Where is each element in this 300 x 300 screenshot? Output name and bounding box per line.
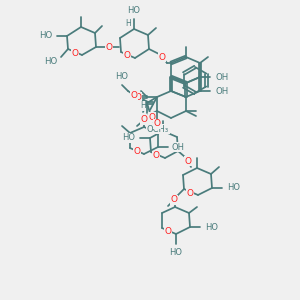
Text: O: O — [124, 52, 130, 61]
Text: H: H — [125, 20, 131, 28]
Text: O: O — [154, 119, 160, 128]
Text: HO: HO — [169, 248, 182, 257]
Text: O: O — [158, 52, 166, 62]
Text: OCH₃: OCH₃ — [147, 124, 169, 134]
Text: HO: HO — [227, 184, 240, 193]
Text: O: O — [134, 92, 142, 101]
Text: HO: HO — [44, 56, 57, 65]
Text: O: O — [164, 226, 172, 236]
Text: H: H — [140, 101, 146, 110]
Text: O: O — [187, 188, 194, 197]
Text: O: O — [184, 157, 191, 166]
Text: O: O — [130, 91, 137, 100]
Text: HO: HO — [128, 6, 140, 15]
Text: OH: OH — [172, 142, 185, 152]
Text: O: O — [148, 112, 155, 122]
Text: HO: HO — [39, 32, 52, 40]
Text: O: O — [134, 148, 140, 157]
Text: O: O — [140, 116, 148, 124]
Text: HO: HO — [116, 72, 128, 81]
Text: OH: OH — [215, 86, 228, 95]
Text: OH: OH — [215, 73, 228, 82]
Text: HO: HO — [122, 134, 135, 142]
Text: O: O — [170, 196, 178, 205]
Text: O: O — [106, 43, 112, 52]
Text: O: O — [152, 152, 160, 160]
Text: O: O — [71, 49, 79, 58]
Text: HO: HO — [205, 223, 218, 232]
